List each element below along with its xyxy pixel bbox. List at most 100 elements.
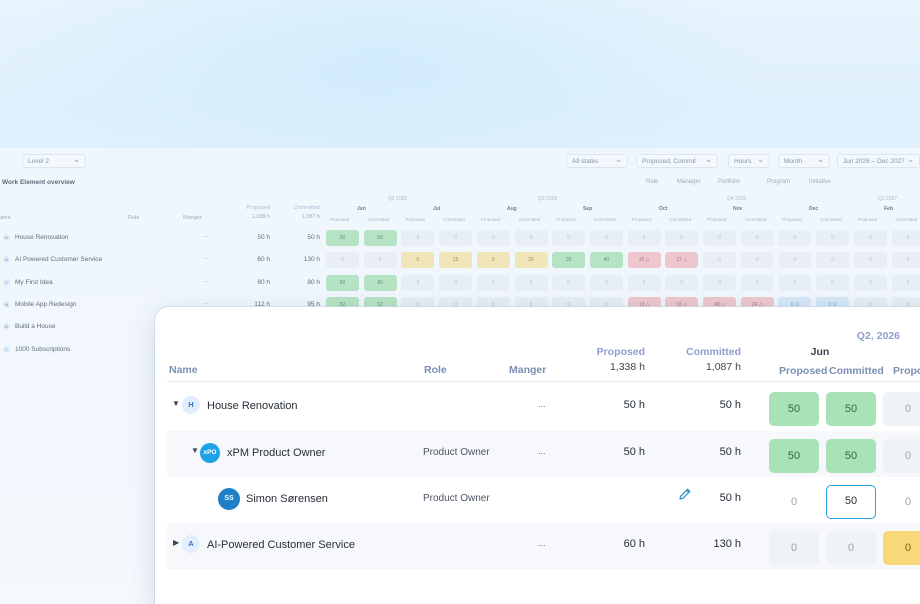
allocation-cell[interactable]: 0 xyxy=(703,274,736,291)
allocation-cell[interactable]: 30 △ xyxy=(627,252,661,269)
table-row[interactable]: ▶ A AI-Powered Customer Service ... 60 h… xyxy=(167,523,920,569)
subheader-committed: Committed xyxy=(518,217,541,222)
allocation-cell[interactable]: 0 xyxy=(627,230,661,246)
allocation-cell[interactable]: 0 xyxy=(476,230,510,246)
allocation-cell[interactable]: 0 xyxy=(401,230,435,246)
level-select[interactable]: Level 2 xyxy=(22,154,86,168)
pencil-edit-icon[interactable] xyxy=(677,486,693,502)
table-row[interactable]: ▼ xPO xPM Product Owner Product Owner ..… xyxy=(167,431,920,477)
allocation-cell[interactable]: 0 xyxy=(514,230,548,246)
sub-header-committed: Committed xyxy=(829,365,884,377)
subheader-committed: Committed xyxy=(593,217,616,222)
jun-committed-input[interactable]: 50 xyxy=(826,485,876,519)
allocation-cell[interactable]: 0 xyxy=(439,274,473,291)
allocation-cell[interactable]: 0 xyxy=(476,252,510,269)
month-label: Jun xyxy=(810,346,830,358)
item-badge: A xyxy=(3,256,10,264)
background-row[interactable]: Y My First Idea... 80 h 80 h 80 80 0 0 0 0 0 0 0 0 0 0 0… xyxy=(0,272,920,294)
date-range-filter[interactable]: Jun 2026 – Dec 2027 xyxy=(837,154,920,168)
background-row[interactable]: H House Renovation... 50 h 50 h 50 50 0 0 0 0 0 0 0 0… xyxy=(0,227,920,249)
row-name: AI Powered Customer Service xyxy=(15,256,103,264)
allocation-cell[interactable]: 0 xyxy=(589,230,623,246)
allocation-cell[interactable]: 0 xyxy=(816,252,850,269)
zoomed-table-card: Name Role Manger Proposed Committed 1,33… xyxy=(155,307,920,604)
allocation-cell[interactable]: 0 xyxy=(778,252,812,269)
allocation-cell[interactable]: 50 xyxy=(363,230,397,246)
allocation-cell[interactable]: 80 xyxy=(326,274,359,291)
next-proposed-cell[interactable]: 0 xyxy=(883,531,920,565)
role-filter[interactable]: Role xyxy=(646,179,659,185)
allocation-cell[interactable]: 0 xyxy=(853,274,887,291)
jun-proposed-cell[interactable]: 0 xyxy=(769,531,819,565)
allocation-cell[interactable]: 0 xyxy=(740,252,774,269)
jun-committed-cell[interactable]: 50 xyxy=(826,439,876,473)
allocation-cell[interactable]: 0 xyxy=(665,274,699,291)
allocation-cell[interactable]: 0 xyxy=(703,230,736,246)
jun-proposed-cell[interactable]: 50 xyxy=(769,392,819,426)
next-proposed-cell[interactable]: 0 xyxy=(883,439,920,473)
allocation-cell[interactable]: 0 xyxy=(401,252,435,269)
program-filter[interactable]: Program xyxy=(767,179,791,185)
allocation-cell[interactable]: 0 xyxy=(589,274,623,291)
allocation-cell[interactable]: 27 △ xyxy=(665,252,699,269)
header-glow xyxy=(0,0,920,150)
allocation-cell[interactable]: 80 xyxy=(363,274,397,291)
committed-value: 50 h xyxy=(307,234,320,241)
allocation-cell[interactable]: 0 xyxy=(665,230,699,246)
allocation-cell[interactable]: 0 xyxy=(778,274,812,291)
allocation-cell[interactable]: 50 xyxy=(326,230,359,246)
allocation-cell[interactable]: 0 xyxy=(853,230,887,246)
allocation-cell[interactable]: 0 xyxy=(401,274,435,291)
allocation-cell[interactable]: 25 xyxy=(514,252,548,269)
quarter-label: Q2, 2026 xyxy=(856,330,900,342)
granularity-filter[interactable]: Month xyxy=(778,154,830,168)
portfolio-filter[interactable]: Portfolio xyxy=(718,179,741,185)
item-badge: Y xyxy=(3,278,10,286)
unit-filter[interactable]: Hours xyxy=(728,154,770,168)
allocation-cell[interactable]: 0 xyxy=(891,274,920,291)
background-row[interactable]: A AI Powered Customer Service... 60 h 130 h… xyxy=(0,249,920,271)
allocation-cell[interactable]: 0 xyxy=(439,230,473,246)
allocation-cell[interactable]: 0 xyxy=(891,252,920,269)
jun-proposed-cell[interactable]: 0 xyxy=(790,496,798,508)
allocation-cell[interactable]: 0 xyxy=(363,252,397,269)
initiative-filter[interactable]: Initiative xyxy=(809,179,832,185)
committed-value: 95 h xyxy=(307,300,320,308)
allocation-cell[interactable]: 0 xyxy=(853,252,887,269)
allocation-cell[interactable]: 0 xyxy=(552,274,586,291)
allocation-cell[interactable]: 0 xyxy=(476,274,510,291)
quarter-label: Q4 2026 xyxy=(727,196,747,202)
state-filter[interactable]: All states xyxy=(566,154,628,168)
allocation-cell[interactable]: 0 xyxy=(514,274,548,291)
caret-right-icon[interactable]: ▶ xyxy=(173,538,180,547)
allocation-cell[interactable]: 30 xyxy=(552,252,586,269)
caret-down-icon[interactable]: ▼ xyxy=(172,399,180,408)
allocation-cell[interactable]: 0 xyxy=(703,252,736,269)
allocation-cell[interactable]: 0 xyxy=(326,252,359,269)
allocation-cell[interactable]: 25 xyxy=(439,252,473,269)
allocation-cell[interactable]: 40 xyxy=(589,252,623,269)
background-row[interactable]: 1 1000 Subscriptions xyxy=(0,339,920,361)
committed-value: 130 h xyxy=(713,538,741,550)
jun-committed-cell[interactable]: 50 xyxy=(826,392,876,426)
allocation-cell[interactable]: 0 xyxy=(740,230,774,246)
allocation-cell[interactable]: 0 xyxy=(816,230,850,246)
caret-down-icon[interactable]: ▼ xyxy=(191,446,199,455)
next-proposed-cell[interactable]: 0 xyxy=(883,392,920,426)
next-proposed-cell[interactable]: 0 xyxy=(904,496,912,508)
subheader-proposed: Proposed xyxy=(782,217,802,222)
measure-filter[interactable]: Proposed, Commit xyxy=(636,154,718,168)
allocation-cell[interactable]: 0 xyxy=(627,274,661,291)
allocation-cell[interactable]: 0 xyxy=(816,274,850,291)
row-name: AI-Powered Customer Service xyxy=(207,539,355,551)
jun-committed-cell[interactable]: 0 xyxy=(826,531,876,565)
jun-proposed-cell[interactable]: 50 xyxy=(769,439,819,473)
allocation-cell[interactable]: 0 xyxy=(740,274,774,291)
table-row[interactable]: ▼ H House Renovation ... 50 h 50 h 50 50… xyxy=(167,384,920,430)
allocation-cell[interactable]: 0 xyxy=(778,230,812,246)
allocation-cell[interactable]: 0 xyxy=(552,230,586,246)
background-row[interactable]: B Build a House xyxy=(0,316,920,338)
allocation-cell[interactable]: 0 xyxy=(891,230,920,246)
manager-filter[interactable]: Manager xyxy=(677,179,701,185)
table-row[interactable]: SS Simon Sørensen Product Owner 50 h 0 5… xyxy=(167,477,920,523)
